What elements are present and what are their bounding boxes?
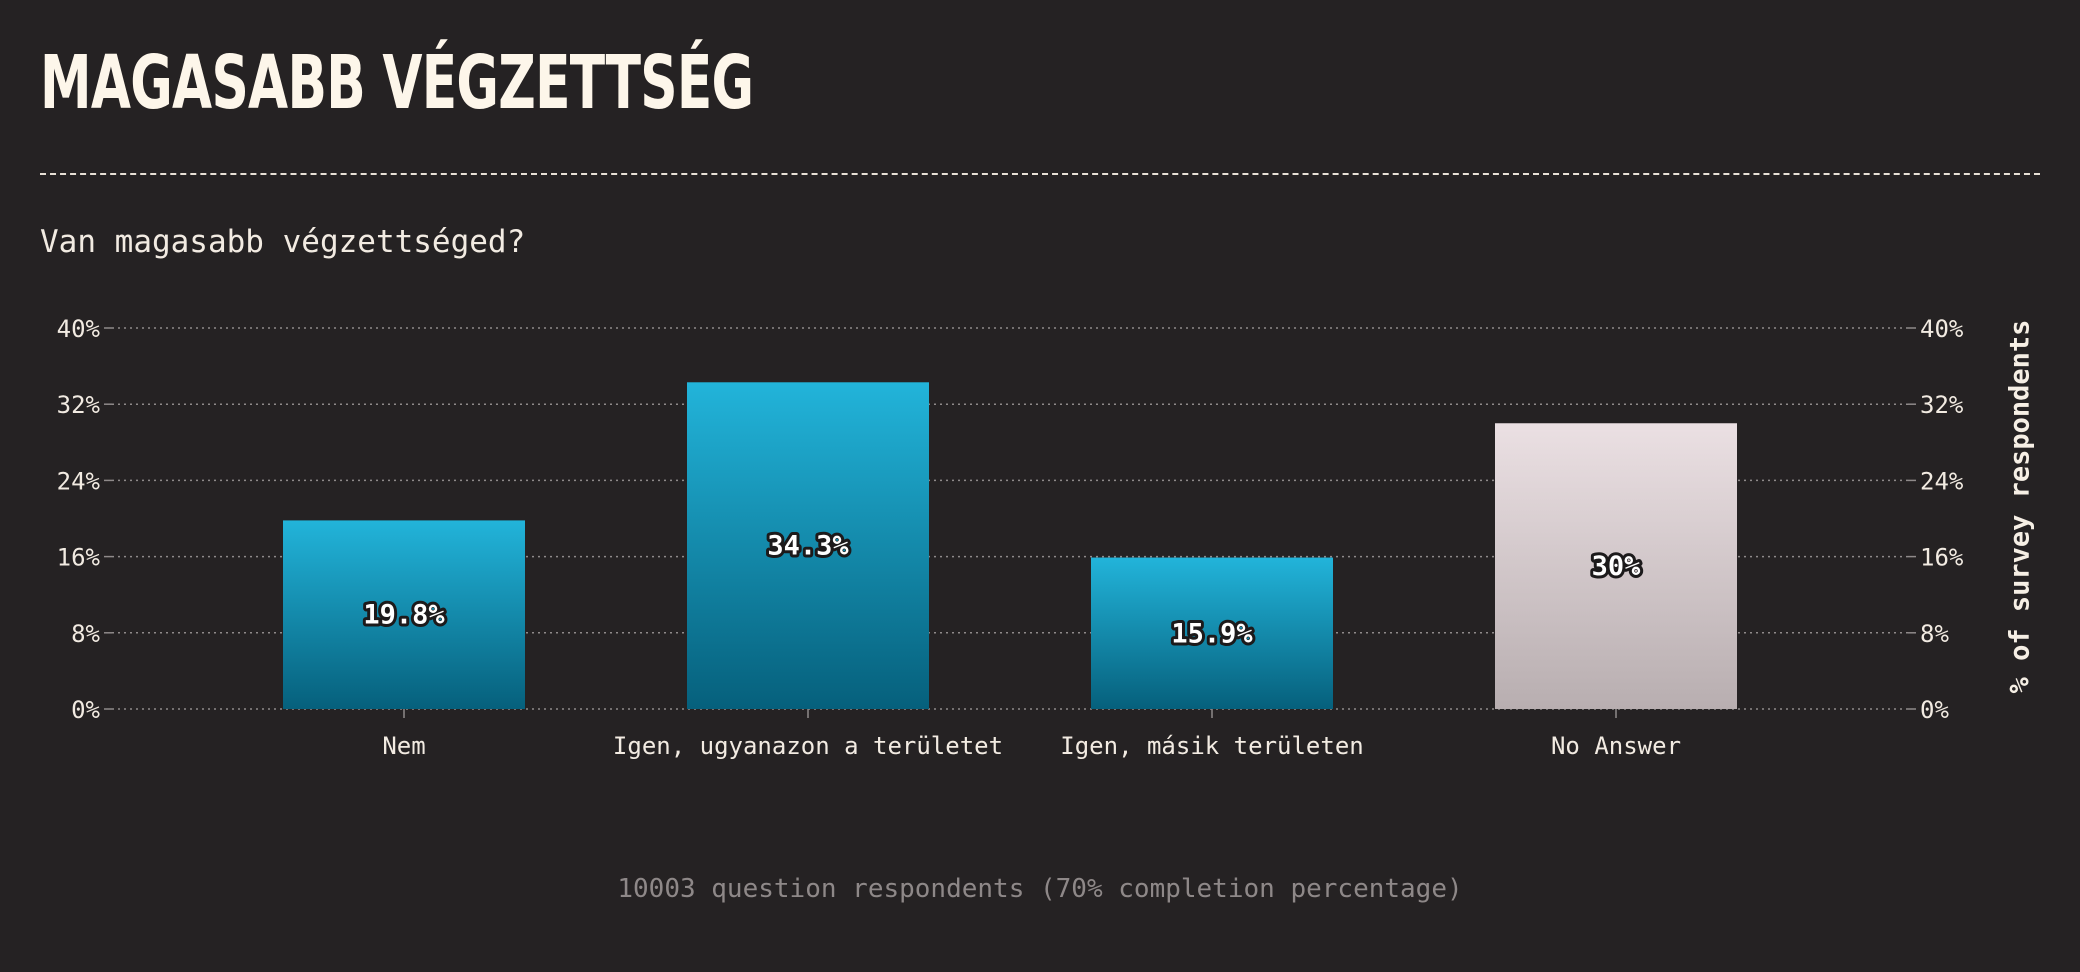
category-label: Igen, ugyanazon a területet — [613, 732, 1003, 760]
y-tick-label-left: 8% — [71, 620, 100, 648]
y-tick-label-left: 24% — [57, 467, 101, 495]
category-label: Igen, másik területen — [1060, 732, 1363, 760]
bar-value-label: 19.8% — [363, 600, 445, 631]
y-tick-label-left: 0% — [71, 696, 100, 724]
y-tick-label-right: 8% — [1920, 620, 1949, 648]
labels: 0% 0% 8% 8% 16% 16% 24% 24% 32% 32% 40% 40% 19.8% Nem… — [57, 315, 1964, 760]
y-tick-label-right: 32% — [1920, 391, 1964, 419]
y-tick-label-left: 16% — [57, 544, 101, 572]
bar-value-label: 34.3% — [767, 531, 849, 562]
question-text: Van magasabb végzettséged? — [40, 224, 526, 260]
bar — [687, 382, 929, 709]
bar — [283, 520, 525, 709]
y-tick-label-right: 24% — [1920, 467, 1964, 495]
y-tick-label-left: 40% — [57, 315, 101, 343]
y-tick-label-left: 32% — [57, 391, 101, 419]
bar-value-label: 15.9% — [1171, 618, 1253, 649]
y-tick-label-right: 0% — [1920, 696, 1949, 724]
y-tick-label-right: 40% — [1920, 315, 1964, 343]
respondents-footnote: 10003 question respondents (70% completi… — [617, 874, 1463, 904]
category-label: No Answer — [1551, 732, 1681, 760]
bar — [1495, 423, 1737, 709]
grid-lines — [104, 327, 1916, 718]
page-title: MAGASABB VÉGZETTSÉG — [40, 40, 754, 126]
y-axis-title: % of survey respondents — [2005, 320, 2036, 694]
bars — [283, 382, 1737, 709]
bar-value-label: 30% — [1592, 551, 1642, 582]
y-tick-label-right: 16% — [1920, 544, 1964, 572]
title-divider — [40, 173, 2040, 175]
bar — [1091, 557, 1333, 709]
category-label: Nem — [382, 732, 425, 760]
